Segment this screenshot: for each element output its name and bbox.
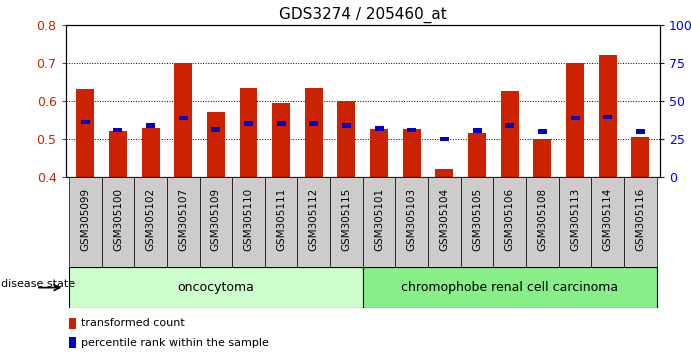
Text: GSM305109: GSM305109 [211, 188, 221, 251]
Text: GSM305102: GSM305102 [146, 188, 155, 251]
Bar [232, 177, 265, 267]
Bar [167, 177, 200, 267]
Bar [200, 177, 232, 267]
Bar [142, 127, 160, 177]
Bar [297, 177, 330, 267]
Bar [363, 177, 395, 267]
Text: GSM305115: GSM305115 [341, 188, 352, 251]
Bar [375, 126, 384, 131]
Bar [244, 121, 253, 126]
Bar [337, 101, 355, 177]
Text: GSM305110: GSM305110 [243, 188, 254, 251]
Text: GSM305111: GSM305111 [276, 188, 286, 251]
Text: GSM305101: GSM305101 [374, 188, 384, 251]
Text: percentile rank within the sample: percentile rank within the sample [80, 337, 268, 348]
Text: transformed count: transformed count [80, 318, 184, 329]
Bar [146, 123, 155, 128]
Text: disease state: disease state [1, 279, 78, 289]
Bar [407, 127, 416, 132]
Bar [370, 130, 388, 177]
Bar [566, 63, 584, 177]
Text: GSM305106: GSM305106 [504, 188, 515, 251]
Bar [428, 177, 461, 267]
Bar [272, 103, 290, 177]
Text: GSM305104: GSM305104 [439, 188, 449, 251]
Bar [276, 121, 285, 126]
Bar [636, 129, 645, 133]
Text: GSM305105: GSM305105 [472, 188, 482, 251]
Text: GSM305103: GSM305103 [407, 188, 417, 251]
Bar [179, 116, 188, 120]
Bar [571, 116, 580, 120]
Bar [363, 267, 656, 308]
Bar [440, 137, 449, 141]
Bar [310, 121, 319, 126]
Bar [395, 177, 428, 267]
Bar [265, 177, 297, 267]
Text: oncocytoma: oncocytoma [178, 281, 254, 294]
Text: GSM305114: GSM305114 [603, 188, 613, 251]
Text: GSM305113: GSM305113 [570, 188, 580, 251]
Bar [134, 177, 167, 267]
Bar [473, 128, 482, 133]
Bar [533, 139, 551, 177]
Bar [505, 123, 514, 128]
Bar [211, 127, 220, 132]
Bar [81, 120, 90, 124]
Text: GSM305112: GSM305112 [309, 188, 319, 251]
Bar [598, 55, 616, 177]
Bar [468, 133, 486, 177]
Text: GSM305116: GSM305116 [635, 188, 645, 251]
Bar [526, 177, 559, 267]
Bar [113, 128, 122, 132]
Bar [603, 115, 612, 119]
Bar [342, 123, 351, 128]
Bar [109, 131, 127, 177]
Text: chromophobe renal cell carcinoma: chromophobe renal cell carcinoma [401, 281, 618, 294]
Bar [330, 177, 363, 267]
Bar [69, 267, 363, 308]
Bar [538, 129, 547, 133]
Bar [69, 177, 102, 267]
Bar [632, 137, 650, 177]
Text: GSM305107: GSM305107 [178, 188, 188, 251]
Bar [207, 112, 225, 177]
Bar [501, 91, 519, 177]
Text: GSM305108: GSM305108 [538, 188, 547, 251]
Text: GSM305100: GSM305100 [113, 188, 123, 251]
Bar [68, 318, 76, 329]
Bar [76, 90, 94, 177]
Bar [559, 177, 591, 267]
Bar [624, 177, 656, 267]
Bar [435, 170, 453, 177]
Bar [591, 177, 624, 267]
Bar [461, 177, 493, 267]
Bar [174, 63, 192, 177]
Bar [102, 177, 134, 267]
Bar [403, 130, 421, 177]
Bar [240, 87, 258, 177]
Bar [68, 337, 76, 348]
Bar [493, 177, 526, 267]
Text: GSM305099: GSM305099 [80, 188, 91, 251]
Title: GDS3274 / 205460_at: GDS3274 / 205460_at [279, 7, 446, 23]
Bar [305, 87, 323, 177]
